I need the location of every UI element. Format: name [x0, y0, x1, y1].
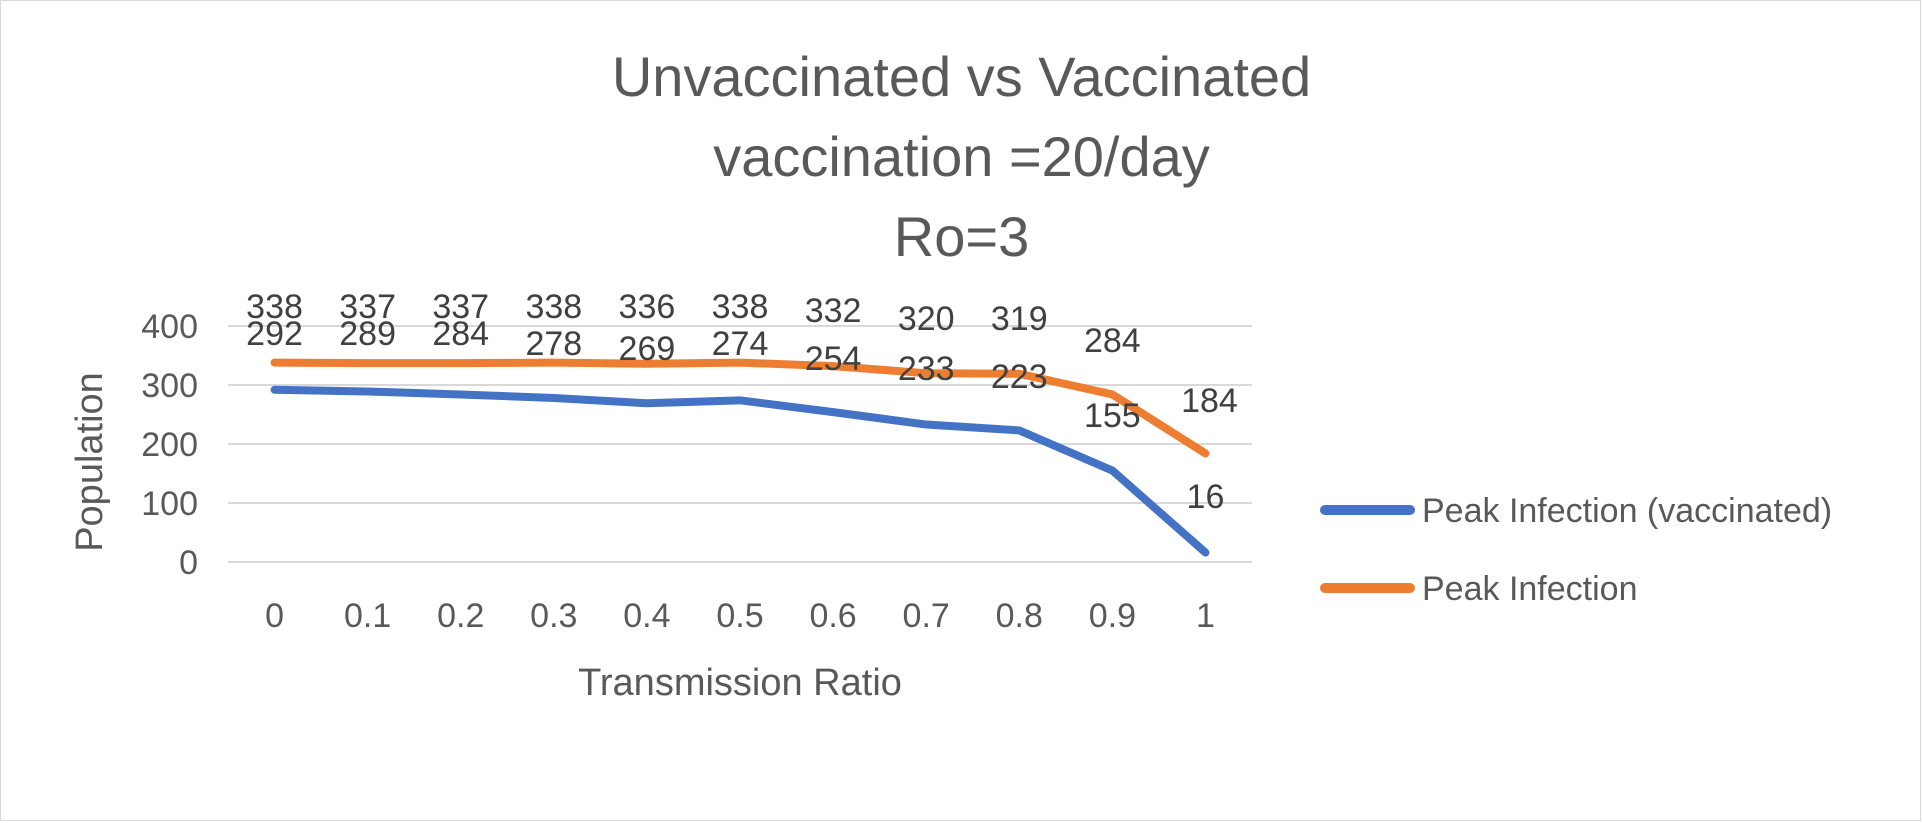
x-tick-label: 0.1	[344, 597, 391, 635]
data-label-vaccinated: 223	[991, 358, 1048, 396]
data-label-vaccinated: 233	[898, 350, 955, 388]
x-tick-label: 0	[265, 597, 284, 635]
data-label-unvaccinated: 332	[805, 292, 862, 330]
legend: Peak Infection (vaccinated) Peak Infectio…	[1320, 492, 1832, 608]
x-tick-label: 0.3	[530, 597, 577, 635]
y-tick-label: 300	[141, 367, 198, 405]
data-labels: 292 289 284 278 269 274 254 233 223 155 16 338 337 33…	[246, 288, 1238, 516]
y-axis-title: Population	[69, 372, 111, 552]
gridlines	[228, 325, 1252, 563]
series-line-vaccinated	[270, 385, 1210, 557]
data-label-vaccinated: 278	[525, 325, 582, 363]
x-tick-label: 0.4	[623, 597, 670, 635]
y-tick-label: 100	[141, 485, 198, 523]
x-tick-label: 0.9	[1089, 597, 1136, 635]
data-label-vaccinated: 292	[246, 315, 303, 353]
x-axis-ticks: 0 0.1 0.2 0.3 0.4 0.5 0.6 0.7 0.8 0.9 1	[265, 597, 1215, 635]
data-label-vaccinated: 289	[339, 315, 396, 353]
data-label-unvaccinated: 184	[1181, 382, 1238, 420]
chart-title-line-3: Ro=3	[893, 205, 1030, 268]
data-label-unvaccinated: 338	[712, 288, 769, 326]
chart-title-line-1: Unvaccinated vs Vaccinated	[611, 45, 1312, 108]
legend-label: Peak Infection (vaccinated)	[1422, 492, 1832, 530]
x-axis-title: Transmission Ratio	[578, 662, 902, 704]
y-tick-label: 200	[141, 426, 198, 464]
series-lines	[270, 358, 1210, 557]
data-label-vaccinated: 284	[432, 315, 489, 353]
data-label-vaccinated: 274	[712, 325, 769, 363]
y-tick-label: 0	[179, 544, 198, 582]
y-tick-label: 400	[141, 308, 198, 346]
data-label-unvaccinated: 319	[991, 300, 1048, 338]
x-tick-label: 0.8	[996, 597, 1043, 635]
data-label-unvaccinated: 338	[525, 288, 582, 326]
data-label-unvaccinated: 337	[432, 288, 489, 326]
data-label-unvaccinated: 336	[619, 288, 676, 326]
y-axis-ticks: 0 100 200 300 400	[141, 308, 198, 582]
data-label-vaccinated: 254	[805, 340, 862, 378]
legend-label: Peak Infection	[1422, 570, 1637, 608]
data-label-unvaccinated: 337	[339, 288, 396, 326]
x-tick-label: 0.6	[809, 597, 856, 635]
x-tick-label: 0.7	[903, 597, 950, 635]
data-label-vaccinated: 269	[619, 330, 676, 368]
x-tick-label: 0.5	[716, 597, 763, 635]
series-line-unvaccinated	[270, 358, 1210, 458]
data-label-unvaccinated: 338	[246, 288, 303, 326]
x-tick-label: 0.2	[437, 597, 484, 635]
data-label-vaccinated: 155	[1084, 397, 1141, 435]
data-label-unvaccinated: 284	[1084, 322, 1141, 360]
data-label-unvaccinated: 320	[898, 300, 955, 338]
data-label-vaccinated: 16	[1187, 478, 1225, 516]
chart-title-line-2: vaccination =20/day	[713, 125, 1210, 188]
x-tick-label: 1	[1196, 597, 1215, 635]
